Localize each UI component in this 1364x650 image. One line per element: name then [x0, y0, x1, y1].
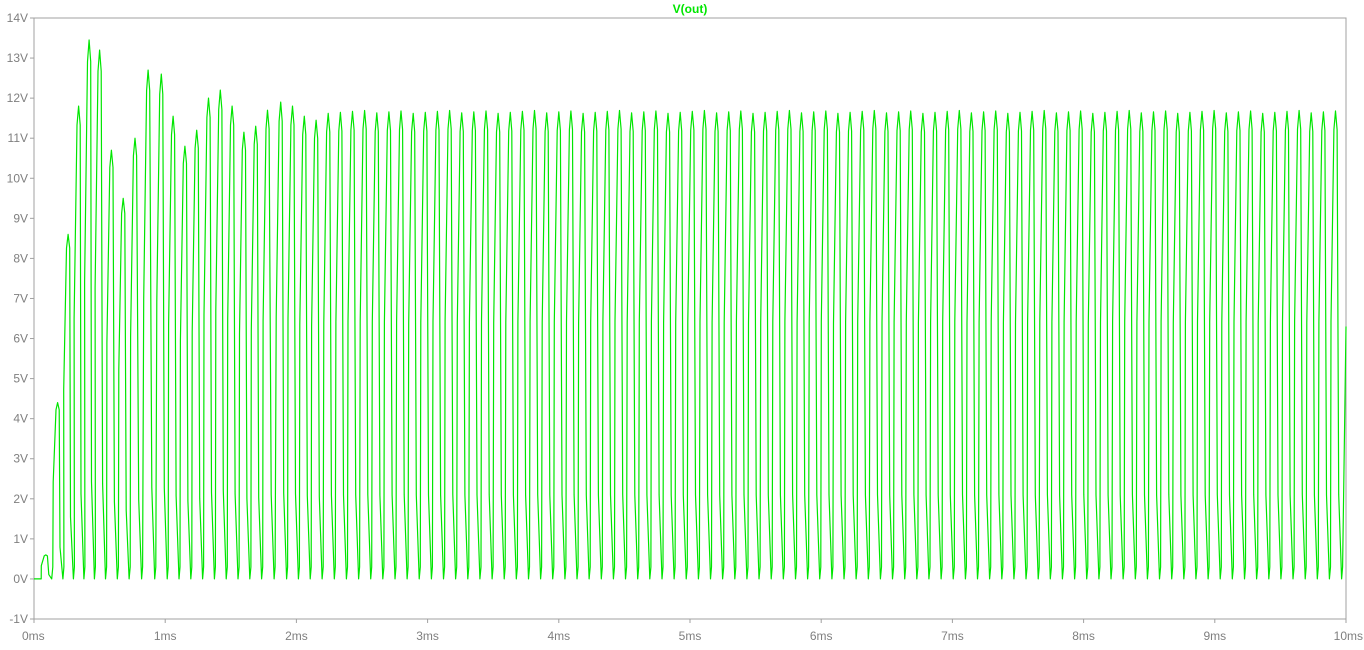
y-tick-label: 1V: [13, 532, 28, 546]
x-tick-label: 10ms: [1334, 629, 1363, 643]
x-axis: 0ms 1ms 2ms 3ms 4ms 5ms 6ms 7ms 8ms 9ms 10ms: [22, 619, 1363, 643]
x-tick-label: 9ms: [1203, 629, 1226, 643]
y-tick-label: 2V: [13, 492, 28, 506]
x-tick-label: 5ms: [679, 629, 702, 643]
y-tick-label: 3V: [13, 452, 28, 466]
y-tick-label: 0V: [13, 572, 28, 586]
y-tick-label: 14V: [7, 11, 28, 25]
y-tick-label: -1V: [9, 612, 28, 626]
x-tick-label: 3ms: [416, 629, 439, 643]
y-tick-label: 12V: [7, 91, 28, 105]
y-tick-label: 11V: [8, 131, 28, 145]
x-tick-label: 0ms: [22, 629, 45, 643]
y-tick-label: 8V: [13, 251, 28, 265]
x-tick-label: 1ms: [154, 629, 177, 643]
trace-area: [34, 39, 1347, 580]
y-tick-label: 10V: [7, 171, 28, 185]
y-tick-label: 5V: [13, 372, 28, 386]
y-axis: -1V 0V 1V 2V 3V 4V 5V 6V 7V 8V 9V 10V 11V 12V 13V 14V: [7, 11, 34, 626]
y-tick-label: 6V: [13, 332, 28, 346]
x-tick-label: 8ms: [1072, 629, 1095, 643]
y-tick-label: 13V: [7, 51, 28, 65]
x-tick-label: 4ms: [547, 629, 570, 643]
x-tick-label: 7ms: [941, 629, 964, 643]
series-line-v-out[interactable]: [34, 39, 1347, 580]
y-tick-label: 4V: [13, 412, 28, 426]
y-tick-label: 7V: [13, 291, 28, 305]
x-tick-label: 6ms: [810, 629, 833, 643]
trace-title-v-out[interactable]: V(out): [673, 2, 708, 16]
y-tick-label: 9V: [13, 211, 28, 225]
x-tick-label: 2ms: [285, 629, 308, 643]
